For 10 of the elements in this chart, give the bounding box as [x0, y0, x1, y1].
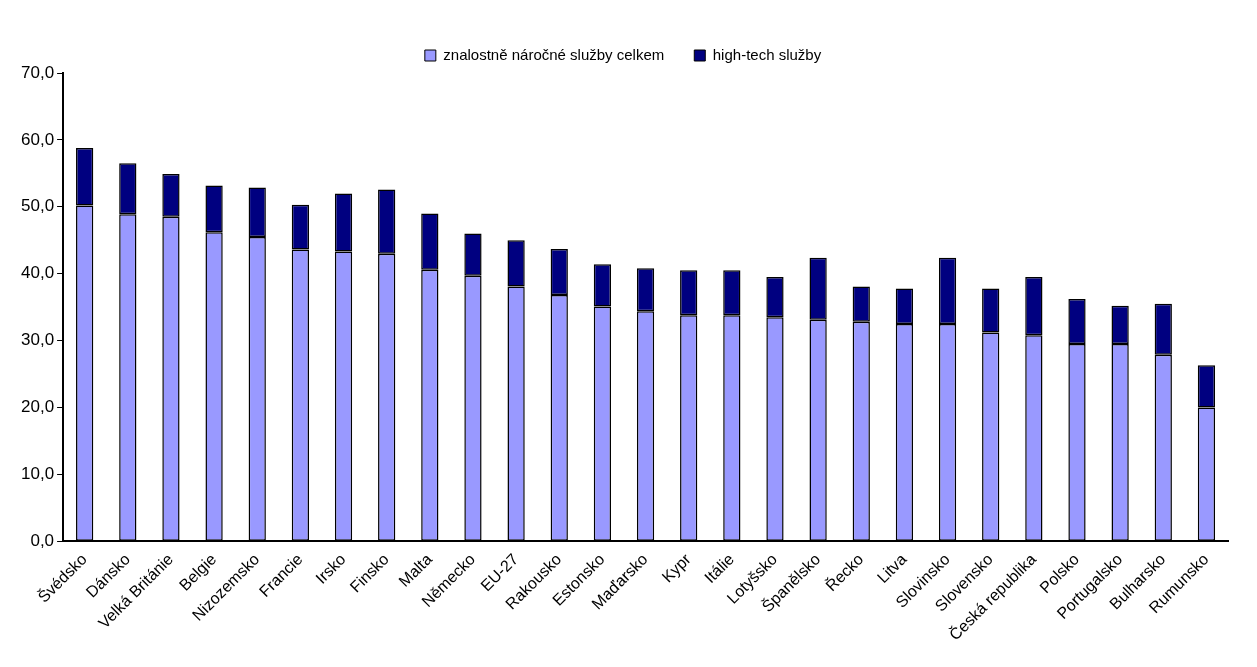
y-tick-label: 50,0	[20, 196, 55, 216]
y-tick-label: 10,0	[20, 464, 55, 484]
y-tick-label: 20,0	[20, 397, 55, 417]
legend-label: high-tech služby	[712, 45, 822, 63]
y-tick-label: 60,0	[20, 129, 55, 149]
y-tick-label: 70,0	[20, 62, 55, 82]
legend-label: znalostně náročné služby celkem	[443, 45, 665, 63]
y-tick-label: 40,0	[20, 263, 55, 283]
y-tick-label: 30,0	[20, 330, 55, 350]
y-tick-label: 0,0	[30, 530, 55, 550]
